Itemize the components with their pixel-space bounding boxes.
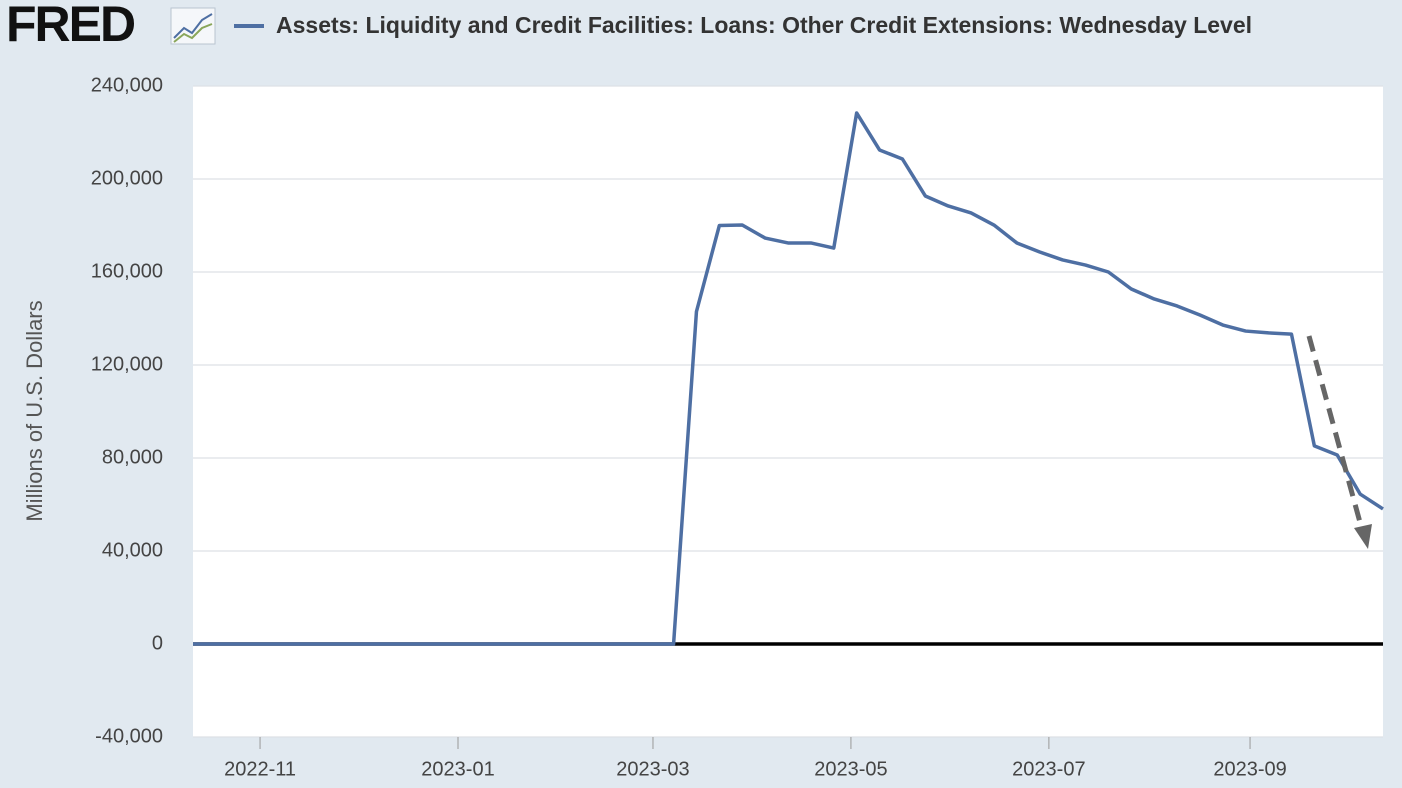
x-tick-label: 2023-09: [1213, 758, 1286, 780]
annotation-arrow: [1306, 335, 1372, 549]
y-tick-label: -40,000: [95, 725, 163, 747]
legend-label: Assets: Liquidity and Credit Facilities:…: [276, 12, 1252, 38]
x-tick-label: 2023-03: [616, 758, 689, 780]
x-tick-label: 2023-01: [421, 758, 494, 780]
x-tick-label: 2022-11: [224, 758, 296, 780]
data-line: [193, 111, 1384, 646]
y-tick-label: 240,000: [91, 74, 163, 96]
x-tick-label: 2023-07: [1012, 758, 1085, 780]
plot-area: [193, 86, 1383, 737]
x-tick-label: 2023-05: [814, 758, 887, 780]
y-axis-label: Millions of U.S. Dollars: [22, 300, 47, 521]
y-tick-label: 160,000: [91, 260, 163, 282]
logo-icon: [170, 7, 216, 45]
y-tick-label: 120,000: [91, 353, 163, 375]
plot-layer: -40,000 0 40,000 80,000 120,000 160,000 200,00…: [91, 74, 1384, 780]
y-tick-label: 40,000: [102, 539, 163, 561]
y-tick-label: 80,000: [102, 446, 163, 468]
y-tick-label: 0: [152, 632, 163, 654]
logo: FRED: [6, 0, 135, 52]
y-tick-label: 200,000: [91, 167, 163, 189]
